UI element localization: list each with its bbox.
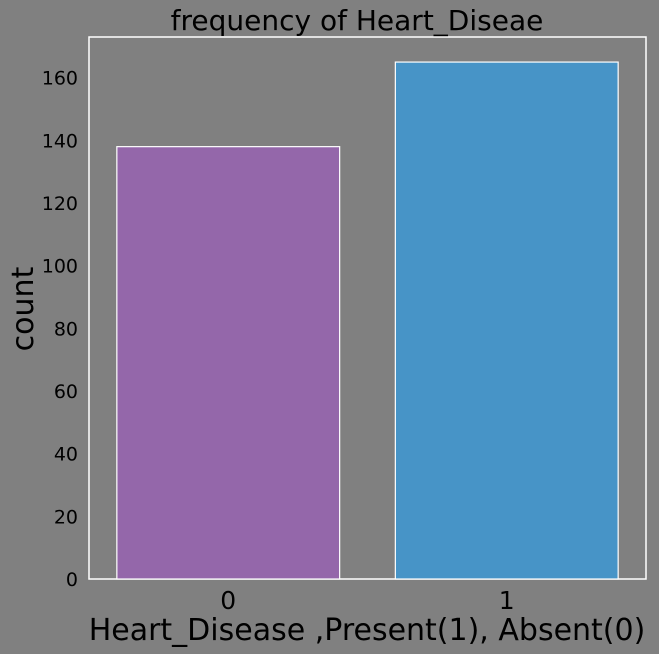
y-tick-label: 140: [42, 130, 78, 152]
bars: [116, 61, 619, 580]
y-axis-label: count: [6, 266, 41, 351]
bar-0: [116, 146, 341, 580]
x-axis-label: Heart_Disease ,Present(1), Absent(0): [89, 613, 646, 648]
x-tick-label: 0: [220, 586, 236, 615]
y-tick-label: 120: [42, 193, 78, 215]
chart-title: frequency of Heart_Diseae: [171, 4, 544, 37]
y-axis-ticks: 0 20 40 60 80 100 120 140 160: [42, 68, 78, 591]
y-tick-label: 20: [54, 506, 78, 528]
y-tick-label: 0: [66, 569, 78, 591]
y-tick-label: 80: [54, 318, 78, 340]
bar-1: [394, 61, 619, 580]
y-tick-label: 100: [42, 256, 78, 278]
plot-area: [88, 36, 647, 580]
x-tick-label: 1: [499, 586, 515, 615]
y-tick-label: 40: [54, 444, 78, 466]
y-tick-label: 160: [42, 68, 78, 90]
y-tick-label: 60: [54, 381, 78, 403]
